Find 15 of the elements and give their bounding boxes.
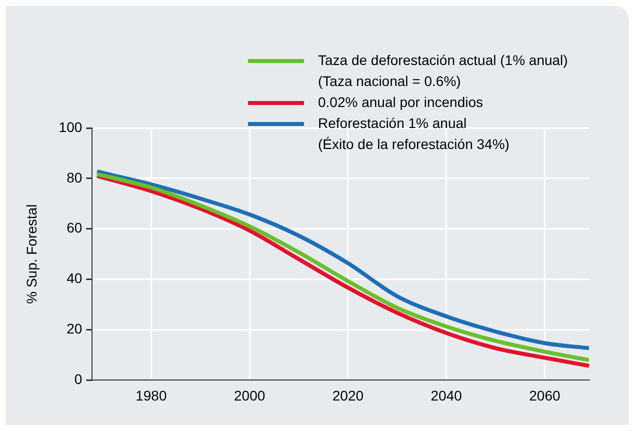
- x-tick-label: 2060: [529, 387, 561, 404]
- x-tick-label: 2000: [234, 387, 266, 404]
- y-tick-label: 0: [74, 371, 82, 388]
- y-axis-title: % Sup. Forestal: [23, 204, 40, 304]
- x-tick-label: 1980: [136, 387, 167, 404]
- legend-label: Taza de deforestación actual (1% anual) (Taza nacional = 0.6%): [318, 51, 568, 91]
- y-tick-label: 100: [58, 118, 82, 135]
- y-tick-label: 80: [66, 169, 82, 186]
- y-tick-label: 20: [66, 320, 82, 337]
- x-tick-label: 2040: [430, 387, 462, 404]
- y-tick-label: 40: [66, 270, 82, 286]
- legend-label: Reforestación 1% anual (Éxito de la reforestación 34%): [318, 114, 510, 154]
- legend-label: 0.02% anual por incendios: [318, 93, 484, 112]
- y-tick-label: 60: [66, 220, 82, 236]
- x-tick-label: 2020: [332, 387, 364, 404]
